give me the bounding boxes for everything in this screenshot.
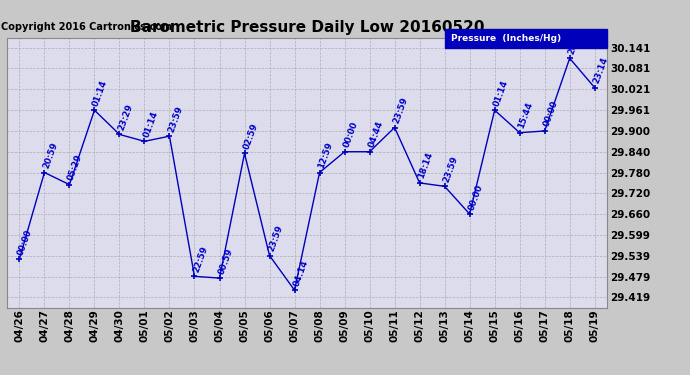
Text: 01:14: 01:14 — [92, 78, 110, 107]
Text: 23:59: 23:59 — [266, 224, 284, 253]
Text: 22:59: 22:59 — [192, 245, 209, 274]
Text: 04:14: 04:14 — [292, 258, 310, 287]
Title: Barometric Pressure Daily Low 20160520: Barometric Pressure Daily Low 20160520 — [130, 20, 484, 35]
Text: 23:59: 23:59 — [442, 155, 460, 184]
Text: 18:14: 18:14 — [417, 151, 435, 180]
Text: 00:00: 00:00 — [542, 100, 560, 128]
Text: 05:29: 05:29 — [66, 153, 84, 182]
Text: 23:29: 23:29 — [117, 103, 135, 132]
Text: 00:00: 00:00 — [342, 120, 359, 149]
Text: 02:59: 02:59 — [241, 122, 259, 151]
Text: 00:00: 00:00 — [17, 228, 34, 256]
Text: 01:14: 01:14 — [141, 110, 159, 139]
Text: 20:59: 20:59 — [41, 141, 59, 170]
Text: 01:14: 01:14 — [492, 78, 510, 107]
Text: Pressure  (Inches/Hg): Pressure (Inches/Hg) — [451, 34, 561, 44]
Text: 12:59: 12:59 — [317, 141, 335, 170]
FancyBboxPatch shape — [445, 29, 607, 48]
Text: 23:59: 23:59 — [166, 105, 184, 134]
Text: 00:00: 00:00 — [466, 183, 484, 211]
Text: Copyright 2016 Cartronics.com: Copyright 2016 Cartronics.com — [1, 22, 172, 32]
Text: 20:00: 20:00 — [566, 27, 584, 56]
Text: 04:44: 04:44 — [366, 120, 384, 149]
Text: 23:14: 23:14 — [592, 56, 610, 85]
Text: 23:59: 23:59 — [392, 96, 409, 125]
Text: 00:59: 00:59 — [217, 247, 235, 275]
Text: 15:44: 15:44 — [517, 101, 535, 130]
